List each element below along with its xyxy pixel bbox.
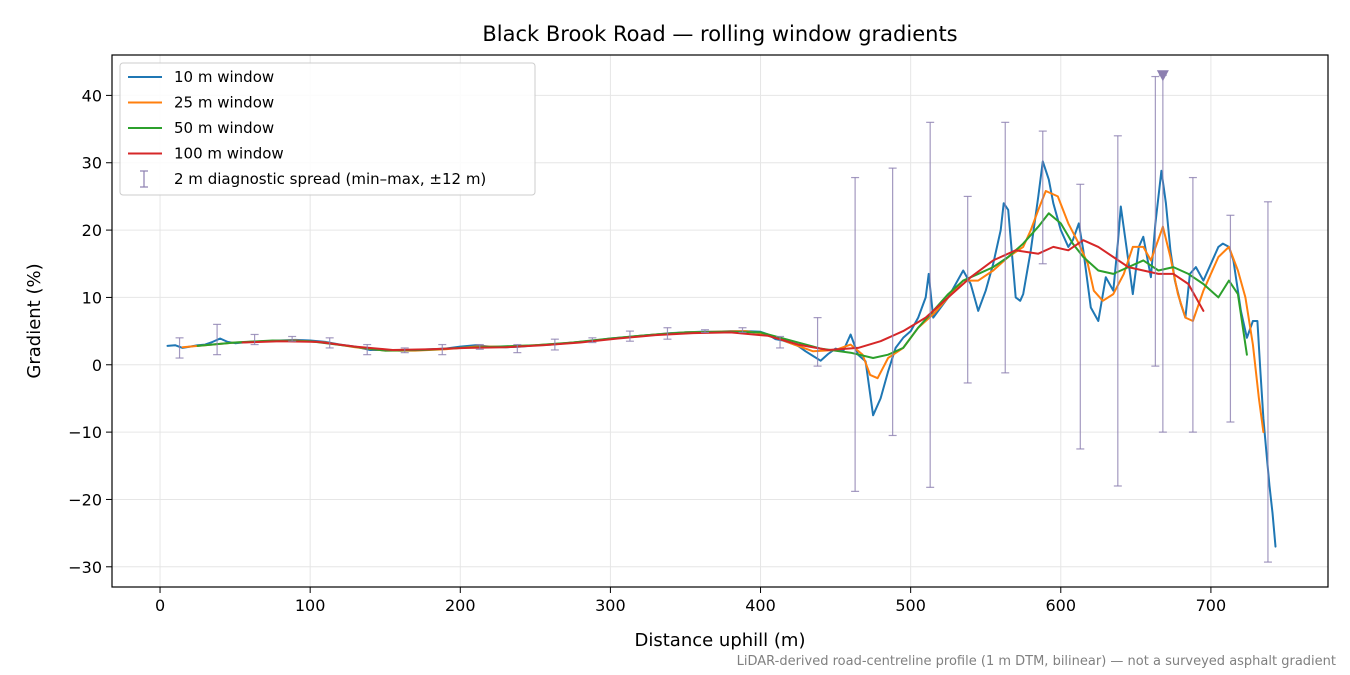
legend-entry-0: 10 m window: [128, 68, 274, 86]
spread-errorbar-18: [851, 176, 860, 492]
spread-errorbar-26: [1151, 75, 1160, 367]
spread-errorbar-11: [588, 337, 597, 344]
plot-frame: [111, 54, 1329, 588]
legend-label: 100 m window: [174, 145, 284, 163]
spread-errorbar-21: [963, 195, 972, 384]
x-axis-label: Distance uphill (m): [635, 630, 806, 651]
spread-errorbar-12: [625, 330, 634, 342]
series-line-1: [181, 190, 1265, 434]
plot-series: [166, 70, 1277, 563]
spread-errorbar-29: [1226, 214, 1235, 423]
spread-errorbar-19: [888, 167, 897, 437]
y-tick-label-2: −10: [68, 423, 102, 442]
legend-entry-2: 50 m window: [128, 119, 274, 137]
y-axis-ticks: −30 −20 −10 0 10 20 30 40: [68, 86, 112, 577]
y-tick-label-1: −20: [68, 490, 102, 509]
legend-label: 2 m diagnostic spread (min–max, ±12 m): [174, 170, 486, 188]
spread-errorbar-24: [1076, 183, 1085, 450]
grid-lines: [112, 55, 1328, 587]
spread-errorbar-14: [700, 329, 709, 334]
x-tick-label-0: 0: [155, 596, 165, 615]
y-tick-label-3: 0: [92, 356, 102, 375]
spread-errorbar-22: [1001, 121, 1010, 374]
spread-errorbar-9: [513, 343, 522, 354]
spread-errorbar-16: [776, 335, 785, 349]
chart-title: Black Brook Road — rolling window gradie…: [482, 22, 957, 46]
spread-errorbar-6: [400, 347, 409, 354]
y-tick-label-6: 30: [82, 154, 102, 173]
x-axis-ticks: 0 100 200 300 400 500 600 700: [155, 587, 1226, 615]
spread-errorbar-13: [663, 327, 672, 340]
footnote: LiDAR-derived road-centreline profile (1…: [737, 654, 1336, 669]
spread-errorbar-7: [438, 343, 447, 356]
legend-label: 50 m window: [174, 119, 274, 137]
legend-entry-4: 2 m diagnostic spread (min–max, ±12 m): [140, 170, 486, 188]
y-axis-label: Gradient (%): [24, 263, 45, 378]
x-tick-label-6: 600: [1046, 596, 1077, 615]
spread-errorbar-8: [475, 343, 484, 350]
series-line-3: [241, 239, 1205, 351]
spread-errorbar-17: [813, 317, 822, 367]
y-tick-label-5: 20: [82, 221, 102, 240]
spread-errorbar-4: [325, 337, 334, 349]
spread-errorbar-10: [550, 338, 559, 351]
legend: 10 m window 25 m window 50 m window 100 m w…: [119, 62, 536, 196]
legend-entry-1: 25 m window: [128, 94, 274, 112]
series-line-0: [166, 160, 1277, 548]
spread-errorbar-0: [175, 337, 184, 359]
clipped-spread-marker: [1156, 70, 1169, 82]
x-tick-label-7: 700: [1196, 596, 1227, 615]
spread-errorbar-27: [1158, 74, 1167, 433]
spread-errorbar-2: [250, 333, 259, 346]
spread-errorbar-30: [1263, 201, 1272, 563]
spread-errorbar-20: [926, 121, 935, 488]
spread-errorbar-1: [213, 323, 222, 356]
x-tick-label-1: 100: [295, 596, 326, 615]
series-line-2: [196, 212, 1248, 359]
spread-errorbar-25: [1113, 135, 1122, 487]
y-tick-label-7: 40: [82, 86, 102, 105]
x-tick-label-5: 500: [895, 596, 926, 615]
x-tick-label-2: 200: [445, 596, 476, 615]
legend-label: 25 m window: [174, 94, 274, 112]
spread-errorbar-23: [1038, 130, 1047, 265]
spread-errorbar-5: [363, 343, 372, 356]
x-tick-label-3: 300: [595, 596, 626, 615]
legend-label: 10 m window: [174, 68, 274, 86]
y-tick-label-4: 10: [82, 288, 102, 307]
spread-errorbar-15: [738, 327, 747, 334]
legend-box: [119, 62, 536, 196]
legend-entry-3: 100 m window: [128, 145, 284, 163]
spread-errorbar-3: [288, 335, 297, 342]
x-tick-label-4: 400: [745, 596, 776, 615]
y-tick-label-0: −30: [68, 558, 102, 577]
spread-errorbar-28: [1188, 176, 1197, 433]
